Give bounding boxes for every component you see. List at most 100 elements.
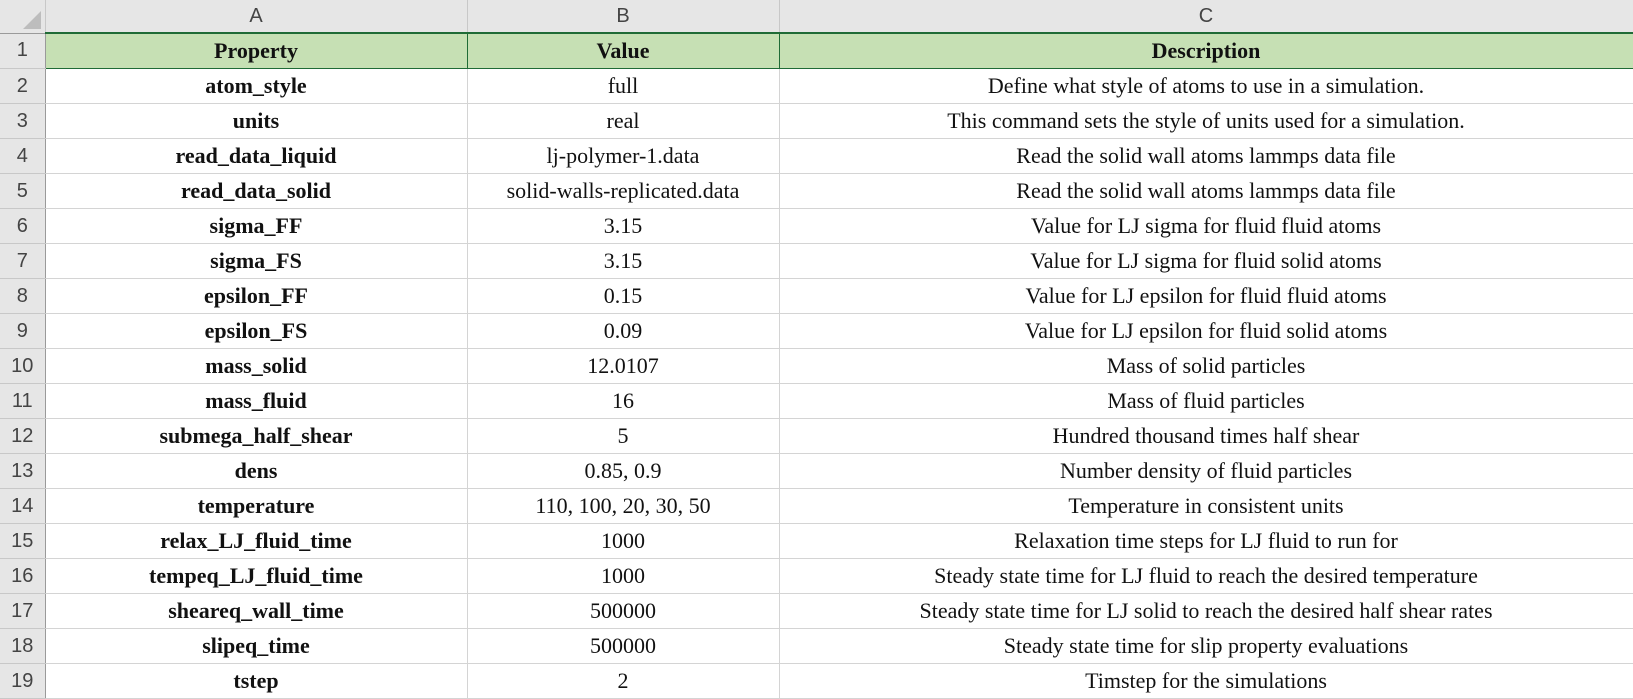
- value-cell[interactable]: 3.15: [467, 243, 780, 279]
- header-cell-description[interactable]: Description: [779, 32, 1633, 69]
- row-header[interactable]: 12: [0, 418, 46, 454]
- property-cell[interactable]: tempeq_LJ_fluid_time: [45, 558, 468, 594]
- table-row: 6 sigma_FF 3.15 Value for LJ sigma for flui…: [0, 208, 1633, 244]
- grid-body: 1 Property Value Description 2 atom_style…: [0, 32, 1633, 699]
- property-cell[interactable]: epsilon_FF: [45, 278, 468, 314]
- property-cell[interactable]: relax_LJ_fluid_time: [45, 523, 468, 559]
- row-header[interactable]: 11: [0, 383, 46, 419]
- description-cell[interactable]: Value for LJ epsilon for fluid fluid ato…: [779, 278, 1633, 314]
- value-cell[interactable]: lj-polymer-1.data: [467, 138, 780, 174]
- value-cell[interactable]: 500000: [467, 593, 780, 629]
- value-cell[interactable]: 5: [467, 418, 780, 454]
- property-cell[interactable]: temperature: [45, 488, 468, 524]
- table-row: 8 epsilon_FF 0.15 Value for LJ epsilon for …: [0, 278, 1633, 314]
- row-header[interactable]: 18: [0, 628, 46, 664]
- row-header[interactable]: 3: [0, 103, 46, 139]
- header-cell-value[interactable]: Value: [467, 32, 780, 69]
- property-cell[interactable]: dens: [45, 453, 468, 489]
- row-header[interactable]: 16: [0, 558, 46, 594]
- value-cell[interactable]: 2: [467, 663, 780, 699]
- description-cell[interactable]: Value for LJ sigma for fluid fluid atoms: [779, 208, 1633, 244]
- value-cell[interactable]: 0.85, 0.9: [467, 453, 780, 489]
- description-cell[interactable]: Number density of fluid particles: [779, 453, 1633, 489]
- description-cell[interactable]: Temperature in consistent units: [779, 488, 1633, 524]
- description-cell[interactable]: Read the solid wall atoms lammps data fi…: [779, 173, 1633, 209]
- table-row: 14 temperature 110, 100, 20, 30, 50 Tempera…: [0, 488, 1633, 524]
- table-row: 15 relax_LJ_fluid_time 1000 Relaxation time…: [0, 523, 1633, 559]
- property-cell[interactable]: tstep: [45, 663, 468, 699]
- property-cell[interactable]: units: [45, 103, 468, 139]
- row-header[interactable]: 17: [0, 593, 46, 629]
- property-cell[interactable]: sheareq_wall_time: [45, 593, 468, 629]
- header-cell-property[interactable]: Property: [45, 32, 468, 69]
- table-row: 11 mass_fluid 16 Mass of fluid particles: [0, 383, 1633, 419]
- property-cell[interactable]: sigma_FS: [45, 243, 468, 279]
- value-cell[interactable]: solid-walls-replicated.data: [467, 173, 780, 209]
- select-all-corner[interactable]: [0, 0, 46, 34]
- value-cell[interactable]: 1000: [467, 523, 780, 559]
- value-cell[interactable]: 0.09: [467, 313, 780, 349]
- column-header-c[interactable]: C: [779, 0, 1633, 34]
- row-header[interactable]: 7: [0, 243, 46, 279]
- description-cell[interactable]: Read the solid wall atoms lammps data fi…: [779, 138, 1633, 174]
- row-header[interactable]: 4: [0, 138, 46, 174]
- table-row: 16 tempeq_LJ_fluid_time 1000 Steady state t…: [0, 558, 1633, 594]
- value-cell[interactable]: 0.15: [467, 278, 780, 314]
- table-row: 2 atom_style full Define what style of atom…: [0, 68, 1633, 104]
- table-row: 19 tstep 2 Timstep for the simulations: [0, 663, 1633, 699]
- description-cell[interactable]: Value for LJ sigma for fluid solid atoms: [779, 243, 1633, 279]
- row-header[interactable]: 2: [0, 68, 46, 104]
- row-header[interactable]: 1: [0, 33, 46, 69]
- property-cell[interactable]: mass_solid: [45, 348, 468, 384]
- value-cell[interactable]: 12.0107: [467, 348, 780, 384]
- value-cell[interactable]: real: [467, 103, 780, 139]
- column-header-b[interactable]: B: [467, 0, 780, 34]
- value-cell[interactable]: 16: [467, 383, 780, 419]
- column-header-bar: A B C: [0, 0, 1633, 34]
- description-cell[interactable]: Define what style of atoms to use in a s…: [779, 68, 1633, 104]
- table-row: 5 read_data_solid solid-walls-replicated.d…: [0, 173, 1633, 209]
- property-cell[interactable]: epsilon_FS: [45, 313, 468, 349]
- value-cell[interactable]: 110, 100, 20, 30, 50: [467, 488, 780, 524]
- value-cell[interactable]: 1000: [467, 558, 780, 594]
- table-row: 9 epsilon_FS 0.09 Value for LJ epsilon for …: [0, 313, 1633, 349]
- row-header[interactable]: 15: [0, 523, 46, 559]
- description-cell[interactable]: Relaxation time steps for LJ fluid to ru…: [779, 523, 1633, 559]
- value-cell[interactable]: 500000: [467, 628, 780, 664]
- table-row: 7 sigma_FS 3.15 Value for LJ sigma for flui…: [0, 243, 1633, 279]
- property-cell[interactable]: slipeq_time: [45, 628, 468, 664]
- description-cell[interactable]: This command sets the style of units use…: [779, 103, 1633, 139]
- description-cell[interactable]: Steady state time for LJ solid to reach …: [779, 593, 1633, 629]
- row-header[interactable]: 5: [0, 173, 46, 209]
- description-cell[interactable]: Hundred thousand times half shear: [779, 418, 1633, 454]
- description-cell[interactable]: Mass of solid particles: [779, 348, 1633, 384]
- description-cell[interactable]: Steady state time for slip property eval…: [779, 628, 1633, 664]
- description-cell[interactable]: Mass of fluid particles: [779, 383, 1633, 419]
- row-header[interactable]: 10: [0, 348, 46, 384]
- table-row: 10 mass_solid 12.0107 Mass of solid particl…: [0, 348, 1633, 384]
- value-cell[interactable]: full: [467, 68, 780, 104]
- property-cell[interactable]: read_data_liquid: [45, 138, 468, 174]
- property-cell[interactable]: mass_fluid: [45, 383, 468, 419]
- row-header[interactable]: 19: [0, 663, 46, 699]
- row-header[interactable]: 6: [0, 208, 46, 244]
- property-cell[interactable]: atom_style: [45, 68, 468, 104]
- property-cell[interactable]: read_data_solid: [45, 173, 468, 209]
- table-row: 18 slipeq_time 500000 Steady state time for…: [0, 628, 1633, 664]
- description-cell[interactable]: Value for LJ epsilon for fluid solid ato…: [779, 313, 1633, 349]
- property-cell[interactable]: submega_half_shear: [45, 418, 468, 454]
- row-header[interactable]: 14: [0, 488, 46, 524]
- row-header[interactable]: 13: [0, 453, 46, 489]
- property-cell[interactable]: sigma_FF: [45, 208, 468, 244]
- column-header-a[interactable]: A: [45, 0, 468, 34]
- value-cell[interactable]: 3.15: [467, 208, 780, 244]
- table-row: 3 units real This command sets the style of…: [0, 103, 1633, 139]
- row-header[interactable]: 8: [0, 278, 46, 314]
- select-all-icon: [22, 10, 41, 29]
- table-row: 4 read_data_liquid lj-polymer-1.data Read t…: [0, 138, 1633, 174]
- description-cell[interactable]: Steady state time for LJ fluid to reach …: [779, 558, 1633, 594]
- row-header[interactable]: 9: [0, 313, 46, 349]
- description-cell[interactable]: Timstep for the simulations: [779, 663, 1633, 699]
